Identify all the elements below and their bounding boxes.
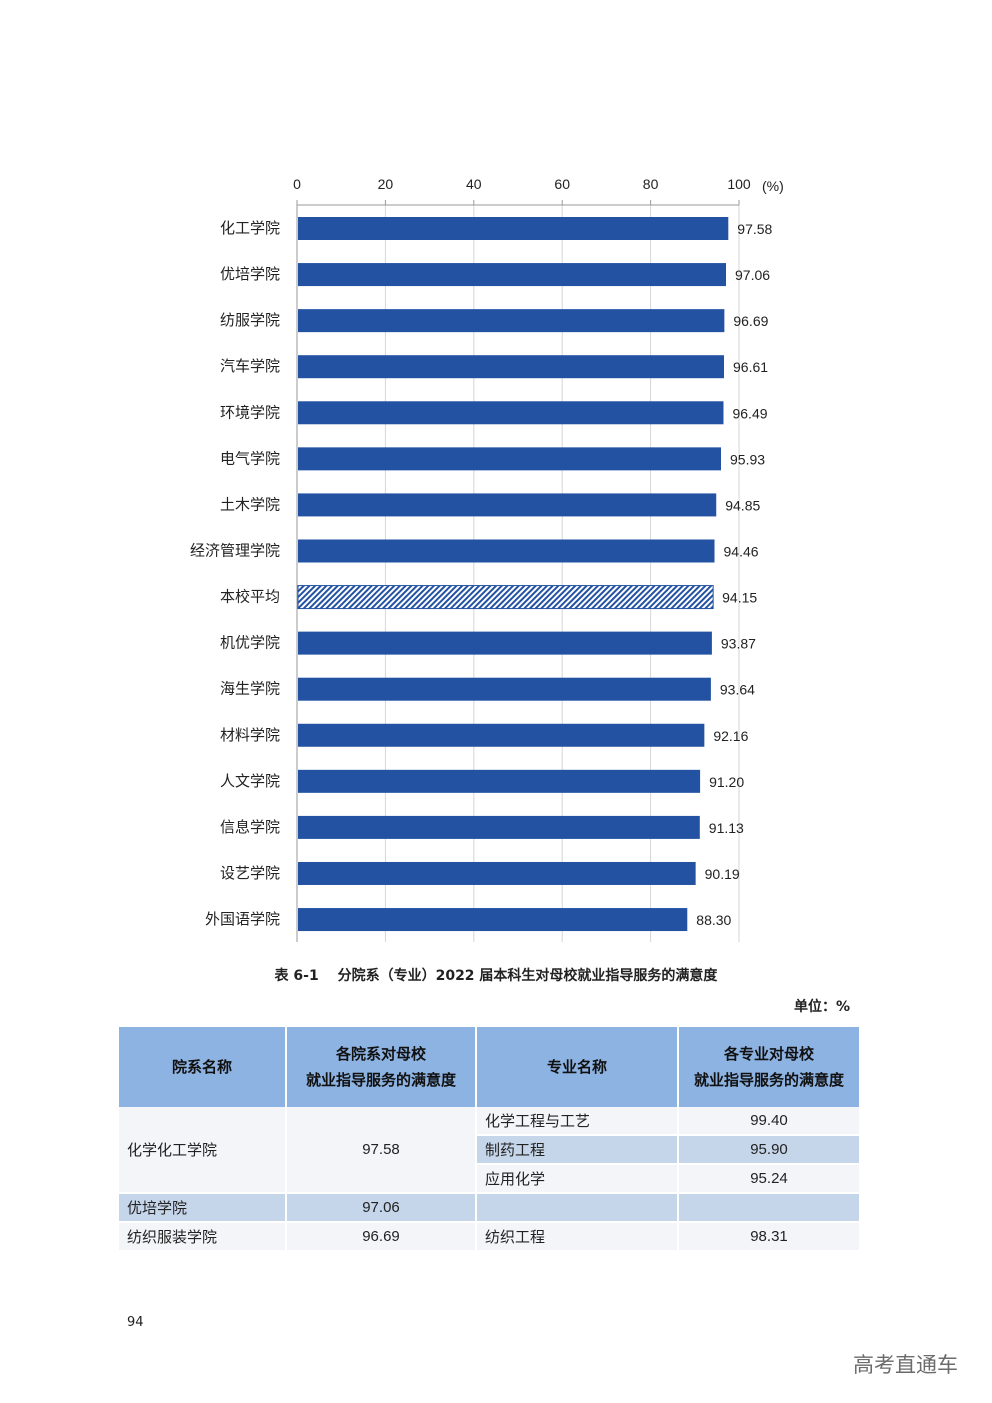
category-label: 土木学院 — [220, 495, 280, 513]
bar — [298, 217, 729, 240]
college-value-cell: 97.58 — [286, 1107, 477, 1194]
major-value-cell: 98.31 — [678, 1222, 859, 1252]
header-major-satisfaction: 各专业对母校 就业指导服务的满意度 — [678, 1027, 859, 1107]
category-label: 汽车学院 — [220, 357, 280, 375]
table-row: 制药工程 95.90 — [119, 1135, 859, 1165]
bar — [298, 677, 711, 701]
bar — [298, 908, 688, 932]
table-row: 纺织服装学院 96.69 纺织工程 98.31 — [119, 1222, 859, 1252]
data-label: 97.06 — [735, 267, 770, 283]
major-name-cell: 制药工程 — [476, 1135, 679, 1165]
table-row: 化学化工学院 97.58 化学工程与工艺 99.40 — [119, 1107, 859, 1194]
table-unit: 单位：% — [793, 999, 850, 1015]
major-name-cell: 纺织工程 — [476, 1222, 679, 1252]
x-tick-label: 60 — [554, 176, 570, 192]
data-label: 94.46 — [724, 543, 759, 559]
data-label: 91.20 — [709, 774, 744, 790]
bar — [298, 631, 712, 655]
college-name-cell: 优培学院 — [119, 1193, 287, 1223]
data-label: 93.87 — [721, 636, 756, 652]
category-label: 信息学院 — [220, 818, 280, 836]
x-tick-label: 100 — [727, 176, 751, 192]
header-major-name: 专业名称 — [476, 1027, 679, 1107]
bar — [298, 815, 700, 839]
category-label: 纺服学院 — [220, 311, 280, 329]
bar — [298, 309, 725, 333]
bar — [297, 585, 714, 610]
header-college-satisfaction: 各院系对母校 就业指导服务的满意度 — [286, 1027, 477, 1107]
x-tick-label: 20 — [378, 176, 394, 192]
college-value-cell: 96.69 — [286, 1222, 477, 1252]
page-number: 94 — [127, 1315, 144, 1330]
category-label: 电气学院 — [220, 449, 280, 467]
x-tick-label: 0 — [293, 176, 301, 192]
category-label: 环境学院 — [220, 403, 280, 421]
x-tick-label: 80 — [643, 176, 659, 192]
data-label: 97.58 — [737, 221, 772, 237]
satisfaction-bar-chart: 0 20 40 60 80 100 (%) 化工学院 97.58 优培学院 97.06 纺服学院 96… — [190, 176, 784, 942]
category-label: 外国语学院 — [205, 910, 280, 928]
bar — [298, 355, 725, 379]
category-label: 化工学院 — [220, 219, 280, 237]
x-tick-label: 40 — [466, 176, 482, 192]
table-row: 优培学院 97.06 — [119, 1193, 859, 1223]
category-label: 海生学院 — [220, 680, 280, 698]
satisfaction-table: 院系名称 各院系对母校 就业指导服务的满意度 专业名称 各专业对母校 就业指导服… — [119, 1027, 859, 1252]
data-label: 96.49 — [732, 405, 767, 421]
data-label: 96.69 — [733, 313, 768, 329]
major-value-cell: 95.90 — [678, 1135, 859, 1165]
table-header-row: 院系名称 各院系对母校 就业指导服务的满意度 专业名称 各专业对母校 就业指导服… — [119, 1027, 859, 1107]
chart-bars: 化工学院 97.58 优培学院 97.06 纺服学院 96.69 汽车学院 96.61 环境学院… — [190, 217, 773, 932]
major-name-cell: 应用化学 — [476, 1164, 679, 1194]
data-label: 95.93 — [730, 451, 765, 467]
major-value-cell: 95.24 — [678, 1164, 859, 1194]
bar — [298, 447, 722, 471]
college-value-cell: 97.06 — [286, 1193, 477, 1223]
x-axis-unit: (%) — [762, 178, 784, 194]
bar — [298, 723, 705, 747]
data-label: 88.30 — [696, 912, 731, 928]
table-row: 应用化学 95.24 — [119, 1164, 859, 1194]
major-value-cell — [678, 1193, 859, 1223]
category-label: 材料学院 — [220, 726, 280, 744]
bar — [298, 769, 701, 793]
data-label: 94.85 — [725, 497, 760, 513]
category-label: 本校平均 — [220, 588, 280, 606]
data-label: 90.19 — [705, 866, 740, 882]
college-name-cell: 化学化工学院 — [119, 1107, 287, 1194]
data-label: 91.13 — [709, 820, 744, 836]
bar — [298, 401, 724, 425]
category-label: 优培学院 — [220, 265, 280, 283]
data-label: 92.16 — [713, 728, 748, 744]
bar — [298, 263, 727, 287]
data-label: 93.64 — [720, 682, 755, 698]
data-label: 96.61 — [733, 359, 768, 375]
header-college-name: 院系名称 — [119, 1027, 287, 1107]
watermark-text: 高考直通车 — [853, 1353, 958, 1377]
chart-axis: 0 20 40 60 80 100 (%) — [293, 176, 784, 942]
bar — [298, 493, 717, 517]
bar — [298, 861, 696, 885]
data-label: 94.15 — [722, 590, 757, 606]
major-name-cell — [476, 1193, 679, 1223]
category-label: 经济管理学院 — [190, 541, 280, 559]
category-label: 机优学院 — [220, 634, 280, 652]
category-label: 设艺学院 — [220, 864, 280, 882]
bar — [298, 539, 715, 563]
major-name-cell: 化学工程与工艺 — [476, 1107, 679, 1136]
table-caption: 表 6-1 分院系（专业）2022 届本科生对母校就业指导服务的满意度 — [274, 968, 718, 984]
college-name-cell: 纺织服装学院 — [119, 1222, 287, 1252]
major-value-cell: 99.40 — [678, 1107, 859, 1136]
category-label: 人文学院 — [220, 772, 280, 790]
